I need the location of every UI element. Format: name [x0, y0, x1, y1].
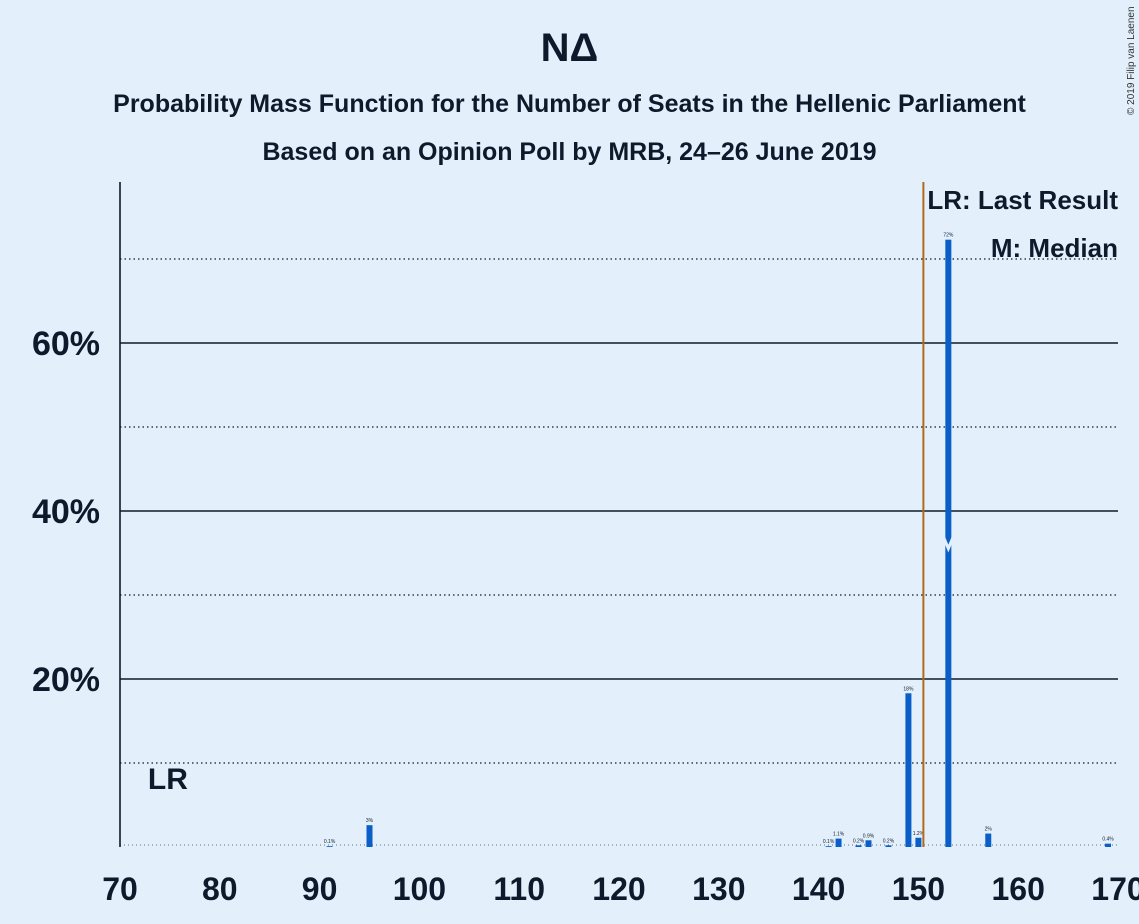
bar-value-label: 0.1%: [823, 839, 835, 845]
x-tick-label: 110: [493, 871, 545, 907]
legend-median: M: Median: [991, 233, 1118, 263]
bar-seats-157: [985, 833, 992, 847]
x-tick-label: 150: [892, 871, 945, 907]
bar-seats-149: [905, 693, 912, 847]
x-tick-label: 70: [102, 871, 138, 907]
bar-value-label: 1.2%: [913, 831, 925, 837]
y-tick-label: 40%: [32, 493, 100, 531]
bar-seats-95: [366, 825, 373, 847]
bar-seats-145: [865, 840, 872, 847]
bar-value-label: 72%: [943, 233, 954, 239]
bar-value-label: 0.2%: [853, 838, 865, 844]
y-tick-label: 60%: [32, 325, 100, 363]
bar-value-label: 1.1%: [833, 832, 845, 838]
bar-seats-150: [915, 837, 922, 847]
x-tick-label: 80: [202, 871, 238, 907]
y-tick-label: 20%: [32, 661, 100, 699]
bar-value-label: 0.9%: [863, 833, 875, 839]
bar-seats-144: [855, 845, 862, 847]
bar-value-label: 18%: [903, 686, 914, 692]
chart-title: NΔ: [540, 26, 599, 70]
x-tick-label: 140: [792, 871, 845, 907]
last-result-label: LR: [148, 763, 188, 796]
bar-seats-147: [885, 845, 892, 847]
bar-value-label: 0.2%: [883, 838, 895, 844]
legend-last-result: LR: Last Result: [927, 185, 1118, 215]
bar-value-label: 3%: [366, 818, 374, 824]
x-tick-label: 170: [1091, 871, 1139, 907]
x-tick-label: 160: [992, 871, 1045, 907]
bar-seats-91: [326, 846, 333, 847]
median-marker: [941, 536, 955, 553]
bar-seats-169: [1105, 843, 1112, 847]
chart-source: Based on an Opinion Poll by MRB, 24–26 J…: [262, 138, 877, 166]
bar-seats-141: [825, 846, 832, 847]
x-tick-label: 90: [302, 871, 338, 907]
x-tick-label: 120: [592, 871, 645, 907]
x-tick-label: 130: [692, 871, 745, 907]
bar-seats-142: [835, 838, 842, 847]
bar-value-label: 2%: [985, 827, 993, 833]
bar-value-label: 0.4%: [1102, 837, 1114, 843]
x-tick-label: 100: [393, 871, 446, 907]
bar-seats-153: [945, 239, 952, 847]
bar-value-label: 0.1%: [324, 839, 336, 845]
chart-subtitle: Probability Mass Function for the Number…: [113, 90, 1026, 118]
